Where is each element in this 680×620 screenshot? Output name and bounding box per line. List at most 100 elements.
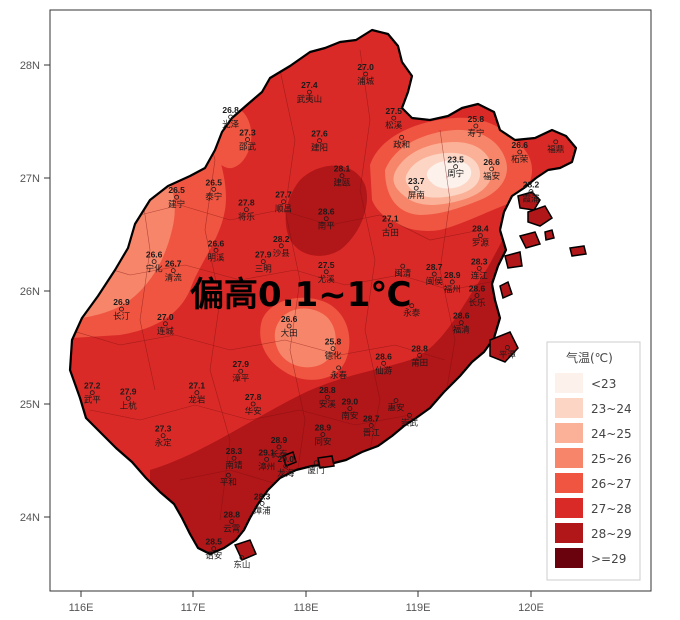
- station-marker: [264, 456, 270, 462]
- island-3: [518, 231, 542, 249]
- x-tick-119e: 119E: [406, 602, 431, 614]
- station-value: 28.6: [318, 207, 335, 217]
- station-name: 崇武: [401, 417, 419, 428]
- station-name: 龙岩: [188, 395, 206, 406]
- station-value: 29.1: [258, 447, 275, 457]
- station-name: 柘荣: [511, 154, 529, 165]
- station-name: 尤溪: [318, 274, 336, 285]
- station-marker: [473, 123, 479, 129]
- station-name: 福鼎: [547, 144, 564, 155]
- x-tick-118e: 118E: [294, 602, 319, 614]
- station-name: 安溪: [319, 399, 337, 410]
- station-name: 建阳: [311, 143, 328, 154]
- station-marker: [317, 138, 322, 144]
- county-boundaries: [70, 49, 501, 521]
- station-marker: [517, 149, 523, 155]
- station-marker: [306, 89, 312, 95]
- station-value: 23.7: [408, 176, 425, 186]
- station-name: 宁化: [146, 264, 164, 275]
- station-name: 东山: [233, 560, 250, 571]
- station-name: 浦城: [357, 76, 375, 87]
- station-value: 27.9: [232, 359, 249, 369]
- station-value: 27.9: [255, 250, 272, 260]
- station-name: 建宁: [168, 199, 185, 210]
- station-value: 28.3: [226, 446, 243, 456]
- station-marker: [160, 433, 166, 439]
- station-name: 华安: [245, 406, 262, 417]
- station-name: 南靖: [225, 460, 243, 471]
- station-name: 顺昌: [275, 205, 292, 215]
- station-value: 28.2: [273, 234, 290, 244]
- station-value: 28.2: [523, 180, 540, 190]
- y-tick-25n: 25N: [20, 399, 40, 411]
- zone-25-26-central: [274, 308, 336, 368]
- station-name: 古田: [382, 227, 399, 238]
- station-marker: [449, 279, 455, 285]
- station-value: 27.4: [301, 80, 318, 90]
- station-name: 清流: [165, 273, 183, 284]
- station-marker: [162, 321, 168, 327]
- station-value: 26.8: [222, 105, 239, 115]
- station-marker: [324, 394, 330, 400]
- station-value: 25.8: [325, 337, 342, 347]
- station-marker: [119, 306, 124, 312]
- station-value: 27.1: [189, 381, 206, 391]
- station-marker: [399, 134, 405, 140]
- station-name: 武夷山: [297, 94, 323, 105]
- station-marker: [211, 186, 217, 192]
- station-name: 邵武: [239, 142, 257, 153]
- station-marker: [409, 303, 415, 309]
- station-value: 26.9: [113, 297, 130, 307]
- x-tick-117e: 117E: [181, 602, 206, 614]
- zone-28-29-north: [285, 165, 368, 256]
- station-value: 26.5: [168, 185, 185, 195]
- station-marker: [278, 243, 284, 249]
- station-marker: [259, 501, 265, 506]
- island-xiamen: [282, 450, 297, 468]
- station-name: 泰宁: [205, 191, 222, 202]
- province-outline: [68, 28, 578, 556]
- station-marker: [260, 259, 266, 265]
- station-value: 28.8: [411, 343, 428, 353]
- station-value: 27.5: [318, 260, 335, 270]
- legend-label: 26~27: [591, 477, 632, 491]
- legend-label: 27~28: [591, 502, 632, 516]
- station-value: 28.8: [319, 385, 336, 395]
- station-value: 27.3: [155, 424, 172, 434]
- station-name: 闽侯: [426, 276, 444, 287]
- station-name: 松溪: [385, 120, 403, 131]
- station-marker: [283, 463, 289, 469]
- station-value: 29.0: [277, 454, 294, 464]
- island-dongshan: [233, 539, 257, 561]
- station-value: 27.5: [385, 106, 402, 116]
- station-name: 福州: [444, 284, 461, 295]
- station-name: 漳平: [232, 373, 250, 384]
- station-marker: [393, 398, 399, 404]
- station-value: 28.9: [315, 423, 332, 433]
- legend-swatch: [555, 423, 583, 443]
- station-name: 永春: [330, 370, 348, 381]
- station-name: 三明: [255, 265, 272, 275]
- station-name: 武平: [84, 395, 102, 406]
- station-name: 漳州: [258, 461, 275, 472]
- station-name: 霞浦: [522, 194, 540, 205]
- station-value: 28.3: [254, 491, 271, 501]
- station-value: 26.6: [281, 314, 298, 324]
- station-value: 26.6: [483, 157, 500, 167]
- station-marker: [407, 412, 412, 418]
- station-name: 长汀: [113, 311, 131, 322]
- station-value: 26.5: [205, 177, 222, 187]
- station-name: 南安: [341, 411, 358, 422]
- station-value: 26.6: [208, 238, 225, 248]
- station-name: 晋江: [363, 428, 381, 438]
- legend-label: 23~24: [591, 402, 632, 416]
- station-value: 26.6: [511, 140, 528, 150]
- station-marker: [476, 265, 482, 271]
- legend-swatch: [555, 373, 583, 393]
- station-name: 南平: [318, 221, 336, 232]
- anomaly-annotation: 偏高0.1~1℃: [190, 275, 412, 315]
- station-name: 漳浦: [254, 505, 272, 516]
- station-value: 28.7: [363, 413, 380, 423]
- station-name: 龙海: [277, 468, 295, 479]
- station-marker: [489, 166, 495, 172]
